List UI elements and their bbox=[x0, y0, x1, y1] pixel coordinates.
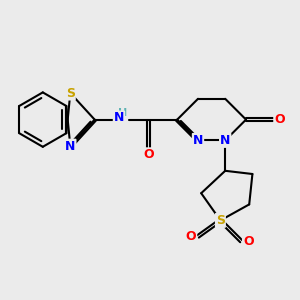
Text: N: N bbox=[220, 134, 230, 147]
Text: O: O bbox=[243, 235, 254, 248]
Text: O: O bbox=[186, 230, 196, 243]
Text: H: H bbox=[118, 108, 128, 118]
Text: O: O bbox=[274, 113, 285, 126]
Text: O: O bbox=[143, 148, 154, 161]
Text: S: S bbox=[66, 86, 75, 100]
Text: N: N bbox=[193, 134, 203, 147]
Text: N: N bbox=[65, 140, 76, 153]
Text: N: N bbox=[114, 112, 124, 124]
Text: S: S bbox=[216, 214, 225, 227]
